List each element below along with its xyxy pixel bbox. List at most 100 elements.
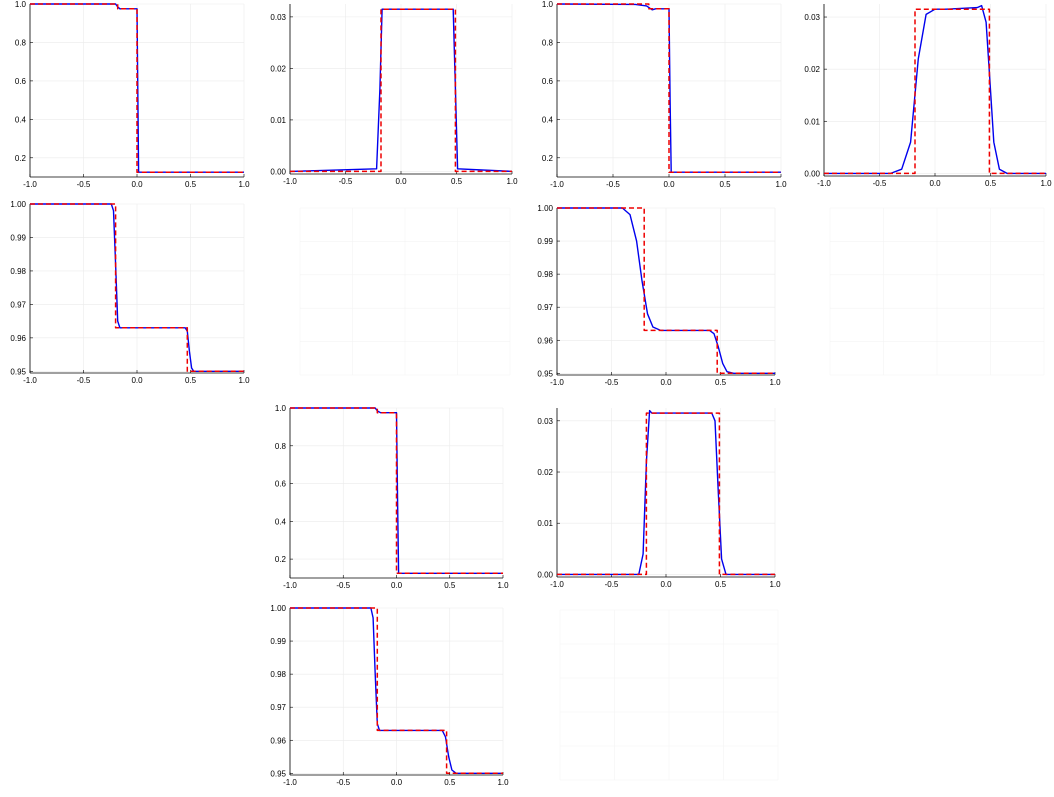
y-tick-label: 0.00: [270, 167, 286, 176]
x-tick-label: 1.0: [1040, 179, 1052, 188]
plot-r3c3: -1.0 -0.5 0.0 0.5 1.0 0.00 0.01 0.02 0.03: [537, 408, 781, 589]
x-tick-label: 0.0: [663, 180, 675, 189]
exact-solution-line: [30, 3, 244, 173]
plot-r1c4: -1.0 -0.5 0.0 0.5 1.0 0.00 0.01 0.02 0.03: [804, 4, 1052, 188]
plot-r1c1: -1.0 -0.5 0.0 0.5 1.0 0.2 0.4 0.6 0.8 1.0: [15, 0, 250, 189]
y-tick-label: 0.99: [537, 237, 553, 246]
numerical-solution-line: [557, 409, 775, 576]
x-tick-label: 0.0: [660, 378, 672, 387]
empty-panel-r2c2: [299, 207, 511, 376]
y-tick-label: 0.03: [270, 13, 286, 22]
x-tick-label: -0.5: [336, 778, 350, 787]
x-tick-label: 1.0: [238, 376, 250, 385]
numerical-solution-line: [824, 4, 1046, 175]
exact-solution-line: [290, 8, 512, 173]
x-tick-label: 0.5: [719, 180, 731, 189]
y-tick-label: 0.97: [537, 303, 553, 312]
x-tick-label: 0.5: [451, 177, 463, 186]
x-tick-label: 0.5: [715, 378, 727, 387]
x-tick-label: -0.5: [339, 177, 353, 186]
y-tick-label: 0.8: [275, 442, 287, 451]
numerical-solution-line: [30, 3, 244, 173]
x-tick-label: 0.0: [391, 778, 403, 787]
x-tick-label: -1.0: [283, 581, 297, 590]
exact-solution-line: [557, 412, 775, 576]
x-tick-label: 1.0: [769, 378, 781, 387]
plot-r2c3: -1.0 -0.5 0.0 0.5 1.0 0.95 0.96 0.97 0.98 0.99 1.0…: [537, 204, 781, 387]
y-tick-label: 0.4: [15, 115, 27, 124]
exact-solution-line: [290, 607, 503, 775]
y-tick-label: 0.99: [270, 637, 286, 646]
y-tick-label: 0.00: [804, 169, 820, 178]
x-tick-label: -0.5: [873, 179, 887, 188]
y-tick-label: 0.8: [15, 38, 27, 47]
y-tick-label: 0.95: [10, 367, 26, 376]
y-tick-label: 0.97: [270, 703, 286, 712]
y-tick-label: 1.00: [270, 604, 286, 613]
x-tick-label: -1.0: [817, 179, 831, 188]
y-tick-label: 0.2: [275, 555, 287, 564]
x-tick-label: 0.5: [444, 778, 456, 787]
x-tick-label: -0.5: [77, 376, 91, 385]
y-tick-label: 0.4: [542, 115, 554, 124]
y-tick-label: 0.02: [270, 64, 286, 73]
y-tick-label: 1.0: [15, 0, 27, 9]
x-tick-label: -0.5: [77, 180, 91, 189]
x-tick-label: -0.5: [605, 580, 619, 589]
y-tick-label: 0.8: [542, 38, 554, 47]
exact-solution-line: [824, 8, 1046, 175]
x-tick-label: 0.0: [660, 580, 672, 589]
empty-panel-r4c3: [559, 609, 779, 781]
y-tick-label: 0.02: [537, 468, 553, 477]
y-tick-label: 0.98: [270, 670, 286, 679]
plot-r1c2: -1.0 -0.5 0.0 0.5 1.0 0.00 0.01 0.02 0.03: [270, 4, 518, 186]
y-tick-label: 0.6: [275, 480, 287, 489]
y-tick-label: 0.01: [537, 519, 553, 528]
x-tick-label: 0.5: [715, 580, 727, 589]
y-tick-label: 0.96: [10, 334, 26, 343]
y-tick-label: 0.2: [15, 154, 27, 163]
x-tick-label: -1.0: [550, 580, 564, 589]
y-tick-label: 1.00: [537, 204, 553, 213]
plot-r1c3: -1.0 -0.5 0.0 0.5 1.0 0.2 0.4 0.6 0.8 1.0: [542, 0, 787, 189]
y-tick-label: 1.0: [275, 404, 287, 413]
x-tick-label: -1.0: [550, 180, 564, 189]
x-tick-label: -0.5: [606, 180, 620, 189]
x-tick-label: -1.0: [23, 376, 37, 385]
x-tick-label: -1.0: [23, 180, 37, 189]
x-tick-label: 1.0: [497, 581, 509, 590]
x-tick-label: -1.0: [283, 177, 297, 186]
x-tick-label: 0.0: [391, 581, 403, 590]
plot-r3c2: -1.0 -0.5 0.0 0.5 1.0 0.2 0.4 0.6 0.8 1.0: [275, 404, 509, 590]
x-tick-label: -1.0: [283, 778, 297, 787]
y-tick-label: 0.6: [15, 77, 27, 86]
y-tick-label: 1.00: [10, 200, 26, 209]
x-tick-label: -0.5: [605, 378, 619, 387]
numerical-solution-line: [30, 203, 244, 373]
x-tick-label: 0.0: [131, 180, 143, 189]
y-tick-label: 0.4: [275, 517, 287, 526]
numerical-solution-line: [556, 3, 781, 173]
y-tick-label: 0.00: [537, 570, 553, 579]
y-tick-label: 0.95: [270, 769, 286, 778]
x-tick-label: 0.5: [185, 180, 197, 189]
y-tick-label: 0.96: [537, 336, 553, 345]
y-tick-label: 0.95: [537, 369, 553, 378]
x-tick-label: -1.0: [550, 378, 564, 387]
y-tick-label: 0.03: [537, 417, 553, 426]
y-tick-label: 0.03: [804, 13, 820, 22]
x-tick-label: 0.0: [131, 376, 143, 385]
y-tick-label: 0.97: [10, 300, 26, 309]
x-tick-label: 1.0: [769, 580, 781, 589]
y-tick-label: 1.0: [542, 0, 554, 9]
exact-solution-line: [557, 3, 781, 173]
exact-solution-line: [290, 407, 503, 575]
y-tick-label: 0.01: [270, 116, 286, 125]
y-tick-label: 0.99: [10, 233, 26, 242]
x-tick-label: 1.0: [775, 180, 787, 189]
y-tick-label: 0.6: [542, 77, 554, 86]
x-tick-label: 0.5: [444, 581, 456, 590]
x-tick-label: 1.0: [506, 177, 518, 186]
empty-panel-r2c4: [829, 207, 1045, 376]
y-tick-label: 0.02: [804, 65, 820, 74]
